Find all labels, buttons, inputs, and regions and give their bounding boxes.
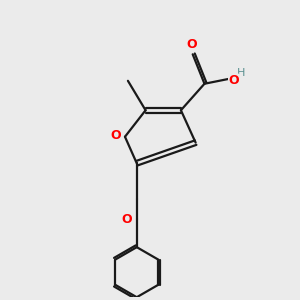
- Text: O: O: [186, 38, 196, 51]
- Text: O: O: [121, 213, 132, 226]
- Text: O: O: [110, 129, 121, 142]
- Text: O: O: [229, 74, 239, 87]
- Text: H: H: [237, 68, 245, 78]
